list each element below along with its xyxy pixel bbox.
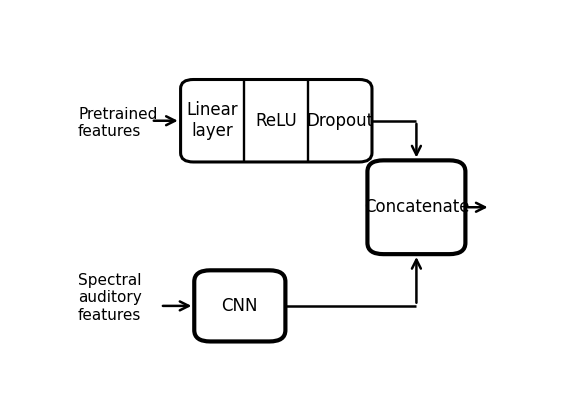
Text: Dropout: Dropout (306, 112, 373, 130)
FancyBboxPatch shape (368, 160, 466, 254)
Text: Concatenate: Concatenate (363, 198, 469, 216)
FancyBboxPatch shape (194, 270, 285, 341)
FancyBboxPatch shape (181, 79, 372, 162)
Text: Spectral
auditory
features: Spectral auditory features (78, 273, 142, 323)
Text: Linear
layer: Linear layer (186, 101, 238, 140)
Text: CNN: CNN (222, 297, 258, 315)
Text: Pretrained
features: Pretrained features (78, 107, 158, 139)
Text: ReLU: ReLU (255, 112, 297, 130)
